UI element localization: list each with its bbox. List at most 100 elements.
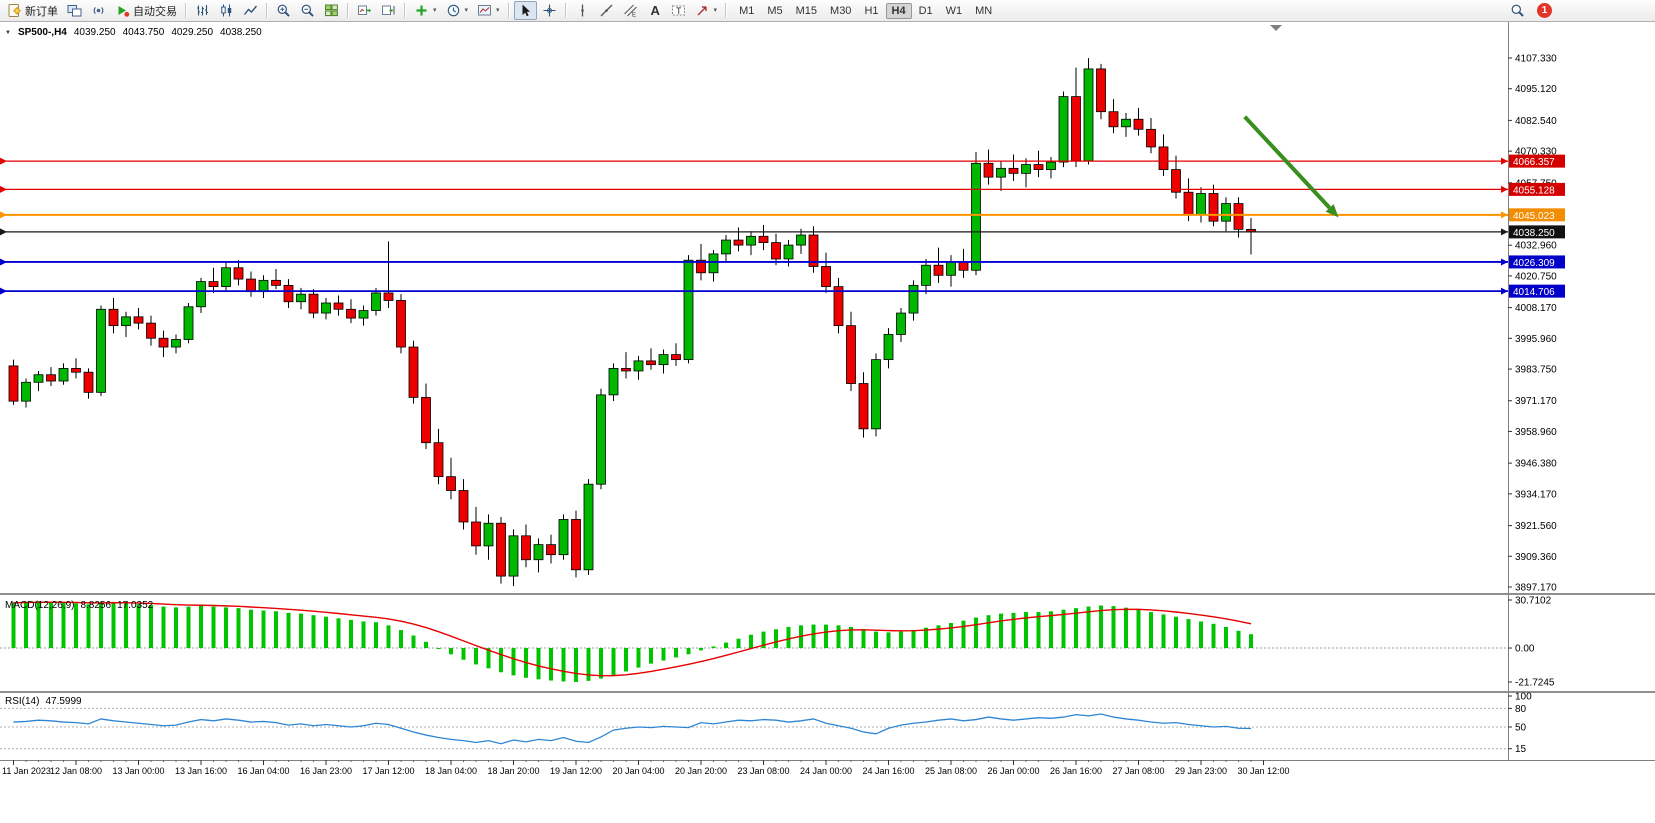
toolbar: 新订单 自动交易 ▾ ▾ ▾ [0,0,1655,22]
search-icon [1511,4,1524,17]
svg-text:E: E [632,13,636,19]
chart-shift-marker[interactable] [1270,25,1282,31]
macd-label: MACD(12,26,9) 8.8256 17.0352 [5,600,153,611]
toolbar-separator [185,3,187,18]
channel-icon: E [623,4,637,19]
candlestick-type-button[interactable] [215,1,238,20]
time-tick-label: 18 Jan 04:00 [425,766,477,776]
time-tick-label: 11 Jan 2023 [2,766,51,776]
timeframe-button-h4[interactable]: H4 [885,2,912,19]
line-chart-type-button[interactable] [239,1,262,20]
panel-separator[interactable] [0,691,1655,693]
candlestick-chart-icon [221,4,232,17]
time-scale[interactable] [0,760,1655,780]
line-right-marker [1501,211,1508,219]
vertical-line-icon [580,4,584,17]
time-tick-label: 17 Jan 12:00 [362,766,414,776]
timeframe-button-w1[interactable]: W1 [940,3,969,19]
bar-chart-type-button[interactable] [191,1,214,20]
zoom-out-icon [301,4,314,17]
cursor-button[interactable] [513,1,537,20]
new-order-icon [8,4,21,17]
panel-separator[interactable] [0,593,1655,595]
price-tick-label: 4107.330 [1515,54,1557,65]
arrows-icon [697,6,707,16]
rsi-tick-label: 80 [1515,704,1527,715]
add-indicator-icon [416,5,427,16]
time-tick-label: 26 Jan 16:00 [1050,766,1102,776]
low-value: 4029.250 [171,27,214,38]
zoom-in-button[interactable] [272,1,295,20]
price-tick-label: 4020.750 [1515,271,1557,282]
crosshair-button[interactable] [538,1,561,20]
line-chart-icon [243,5,258,15]
price-tick-label: 4082.540 [1515,116,1557,127]
price-badge-label: 4038.250 [1513,228,1555,239]
candles-layer [8,58,1256,587]
tile-windows-button[interactable] [320,1,343,20]
toolbar-separator [266,3,268,18]
price-tick-label: 4095.120 [1515,84,1557,95]
trendline-button[interactable] [595,1,618,20]
crosshair-icon [543,4,556,17]
trend-arrow[interactable] [1243,115,1332,210]
price-tick-label: 3946.380 [1515,459,1557,470]
high-value: 4043.750 [122,27,165,38]
rsi-name: RSI(14) [5,696,40,707]
timeframe-button-m1[interactable]: M1 [733,3,760,19]
periods-button[interactable]: ▾ [442,1,473,20]
price-tick-label: 3995.960 [1515,334,1557,345]
timeframe-button-d1[interactable]: D1 [913,3,939,19]
svg-text:T: T [676,6,682,16]
timeframe-button-mn[interactable]: MN [969,3,998,19]
chart-shift-button[interactable] [377,1,400,20]
auto-scroll-button[interactable] [353,1,376,20]
notification-badge[interactable]: 1 [1537,3,1552,18]
timeframe-button-h1[interactable]: H1 [858,3,884,19]
periods-clock-icon [447,4,459,17]
search-button[interactable] [1506,1,1529,20]
timeframe-button-m30[interactable]: M30 [824,3,857,19]
label-tool-button[interactable]: T [667,1,690,20]
line-left-marker [0,157,7,165]
macd-signal-value: 17.0352 [117,600,154,611]
time-tick-label: 29 Jan 23:00 [1175,766,1227,776]
time-tick-label: 20 Jan 04:00 [612,766,664,776]
price-tick-label: 3971.170 [1515,396,1557,407]
vertical-line-button[interactable] [571,1,594,20]
timeframe-button-m5[interactable]: M5 [761,3,788,19]
label-icon: T [671,5,685,16]
arrows-tool-button[interactable]: ▾ [691,1,722,20]
time-tick-label: 24 Jan 16:00 [862,766,914,776]
line-right-marker [1501,157,1508,165]
rsi-tick-label: 100 [1515,692,1532,703]
price-tick-label: 3909.360 [1515,552,1557,563]
toolbar-right-group: 1 [1506,1,1552,20]
price-badge-label: 4014.706 [1513,287,1555,298]
chart-window-icon [67,5,82,17]
line-left-marker [0,211,7,219]
time-tick-label: 24 Jan 00:00 [800,766,852,776]
templates-button[interactable]: ▾ [473,1,504,20]
autotrading-button[interactable]: 自动交易 [111,1,181,20]
new-order-button[interactable]: 新订单 [3,1,62,20]
zoom-out-button[interactable] [296,1,319,20]
macd-signal-line [13,601,1252,677]
indicators-button[interactable]: ▾ [410,1,441,20]
channel-button[interactable]: E [619,1,642,20]
line-right-marker [1501,228,1508,236]
timeframe-group: M1 M5 M15 M30 H1 H4 D1 W1 MN [733,2,998,19]
price-scale[interactable] [1508,22,1655,760]
rsi-value: 47.5999 [45,696,82,707]
chart-window-button[interactable] [63,1,86,20]
rsi-scale-ticks: 10080 50 15 [1508,692,1532,755]
line-left-marker [0,287,7,295]
text-tool-button[interactable]: A [643,1,666,20]
signals-button[interactable] [87,1,110,20]
line-left-marker [0,228,7,236]
templates-icon [478,5,492,16]
chart-canvas[interactable]: 4107.3304095.1204082.5404070.3304057.750… [0,22,1655,823]
timeframe-button-m15[interactable]: M15 [790,3,823,19]
one-click-trading-toggle[interactable]: ▼ [5,29,11,36]
time-tick-label: 27 Jan 08:00 [1112,766,1164,776]
